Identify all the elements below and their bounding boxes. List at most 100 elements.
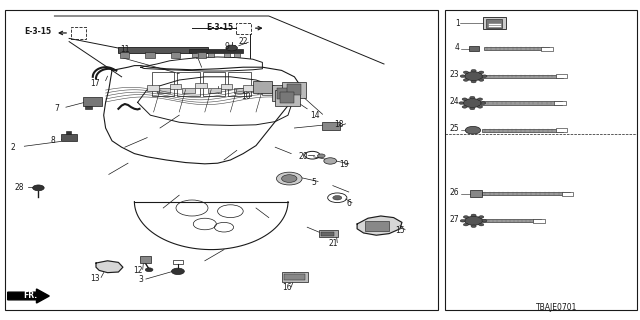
Text: 22: 22 [239,37,248,46]
Circle shape [479,79,484,81]
Polygon shape [8,289,49,303]
Bar [195,83,207,88]
Bar [319,230,338,237]
Bar [533,219,545,223]
Text: 7: 7 [54,104,59,113]
Bar [484,47,549,50]
Bar [486,19,502,28]
Text: 9: 9 [225,42,230,51]
Bar [562,192,573,196]
Bar [287,84,301,95]
Bar [541,47,553,51]
Text: E-3-15: E-3-15 [207,23,234,32]
Bar [196,52,206,58]
Circle shape [479,216,484,218]
Bar [262,90,274,95]
Text: 13: 13 [90,274,100,283]
Text: 23: 23 [450,70,460,79]
Bar [177,72,200,96]
Bar [272,85,296,101]
Bar [66,131,71,134]
Bar [236,23,251,34]
Bar [5,10,438,310]
Bar [208,88,221,93]
Text: 17: 17 [90,79,100,88]
Text: 28: 28 [15,183,24,192]
Text: 27: 27 [450,215,460,224]
Circle shape [465,72,483,81]
Circle shape [459,102,464,104]
Bar [71,27,86,39]
Bar [228,72,251,96]
Bar [147,85,159,91]
Circle shape [477,98,483,100]
Bar [277,88,291,99]
Text: 3: 3 [138,276,143,284]
Bar [482,192,570,195]
Text: 4: 4 [454,43,460,52]
Text: 14: 14 [310,111,320,120]
Bar [140,256,151,263]
Bar [469,46,479,51]
Bar [224,53,230,57]
Bar [120,52,129,58]
Text: TBAJE0701: TBAJE0701 [536,303,577,312]
Bar [445,10,637,310]
Text: 12: 12 [133,266,142,275]
Circle shape [470,107,475,110]
Circle shape [463,79,468,81]
Bar [280,92,294,103]
Bar [170,84,181,89]
Circle shape [333,196,342,200]
Text: 6: 6 [346,199,351,208]
Text: 5: 5 [311,178,316,187]
Circle shape [481,102,486,104]
Circle shape [172,268,184,275]
Circle shape [471,69,476,72]
Circle shape [463,216,468,218]
Bar [556,74,567,78]
Bar [234,53,240,57]
Bar [61,134,77,141]
Circle shape [479,223,484,226]
Text: 25: 25 [450,124,460,133]
Bar [243,85,255,91]
Circle shape [460,220,465,222]
Text: 2: 2 [10,143,15,152]
Circle shape [460,75,465,77]
Circle shape [471,225,476,228]
Bar [284,274,305,280]
Bar [365,221,389,231]
Circle shape [463,99,481,108]
Bar [554,101,566,105]
Bar [482,129,563,132]
Bar [189,49,243,53]
Bar [192,53,198,57]
Bar [275,90,300,106]
Bar [145,52,155,58]
Circle shape [479,71,484,74]
Bar [203,72,225,96]
Bar [482,75,563,78]
Circle shape [33,185,44,191]
Text: 20: 20 [298,152,308,161]
Bar [152,72,174,96]
Circle shape [463,223,468,226]
Text: 19: 19 [339,160,349,169]
Circle shape [463,71,468,74]
Bar [322,122,340,130]
Bar [321,232,334,236]
Text: 24: 24 [450,97,460,106]
Text: 11: 11 [120,45,129,54]
Text: E-3-15: E-3-15 [24,27,51,36]
Circle shape [276,172,302,185]
Circle shape [226,45,237,51]
Circle shape [462,98,467,100]
Bar [85,106,92,109]
Bar [483,17,506,29]
Text: 16: 16 [282,284,292,292]
Bar [118,47,208,53]
Bar [556,128,567,132]
Bar [157,88,170,93]
Bar [481,101,562,105]
